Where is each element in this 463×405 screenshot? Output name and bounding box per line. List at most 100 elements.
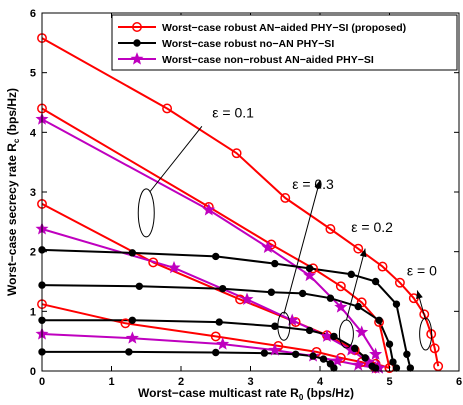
- data-point-robust-no-an-eps0-1: [128, 249, 137, 257]
- x-tick-label: 4: [317, 376, 324, 388]
- data-point-robust-an-eps0-6: [377, 261, 388, 272]
- data-point-robust-no-an-eps0.3-6: [319, 355, 328, 363]
- arrow-eps-0.3-head: [314, 180, 322, 189]
- data-point-robust-no-an-eps0.2-7: [361, 354, 369, 362]
- data-point-robust-an-eps0-11: [429, 343, 440, 354]
- data-point-robust-an-eps0.3-2: [210, 331, 221, 342]
- data-point-robust-no-an-eps0.1-6: [354, 302, 362, 311]
- y-tick-label: 1: [30, 306, 36, 318]
- x-tick-label: 3: [247, 376, 253, 388]
- legend: Worst−case robust AN−aided PHY−SI (propo…: [111, 14, 458, 71]
- annotation-label: ε = 0.3: [292, 176, 334, 192]
- data-point-robust-no-an-eps0.3-3: [260, 349, 269, 357]
- series-line-non-robust-an-eps0.1: [41, 118, 381, 369]
- data-point-robust-no-an-eps0.2-6: [351, 344, 359, 353]
- y-tick-label: 0: [30, 366, 36, 378]
- legend-marker-1: [133, 39, 141, 47]
- data-point-robust-no-an-eps0-6: [371, 277, 380, 286]
- data-point-robust-no-an-eps0.1-3: [267, 288, 276, 296]
- annotation-label: ε = 0.1: [212, 104, 254, 120]
- data-point-robust-no-an-eps0.1-10: [392, 364, 401, 372]
- data-point-robust-no-an-eps0-3: [271, 259, 279, 268]
- data-point-robust-an-eps0-2: [231, 148, 242, 159]
- annotation-label: ε = 0: [407, 263, 437, 279]
- x-axis-label-sub: 0: [299, 393, 304, 402]
- x-tick-label: 1: [108, 376, 114, 388]
- data-point-robust-no-an-eps0.1-9: [389, 358, 397, 366]
- arrow-eps-0.2: [345, 248, 366, 321]
- data-point-robust-no-an-eps0.3-1: [125, 348, 133, 356]
- data-point-non-robust-an-eps0.2-3: [285, 313, 299, 326]
- data-point-robust-no-an-eps0-8: [403, 350, 411, 358]
- data-point-robust-no-an-eps0.2-9: [371, 364, 380, 372]
- data-point-robust-an-eps0.2-1: [148, 257, 159, 268]
- data-point-non-robust-an-eps0.1-4: [334, 300, 348, 313]
- y-tick-label: 4: [30, 127, 37, 139]
- data-point-robust-no-an-eps0.1-4: [298, 289, 307, 298]
- data-point-robust-an-eps0-3: [280, 193, 291, 203]
- data-point-non-robust-an-eps0.2-1: [167, 260, 181, 274]
- data-point-robust-no-an-eps0.2-2: [215, 318, 223, 326]
- data-point-robust-no-an-eps0.1-5: [326, 294, 335, 302]
- legend-marker-0: [132, 22, 142, 32]
- data-point-robust-no-an-eps0.1-2: [219, 284, 227, 293]
- legend-marker-2: [130, 52, 144, 65]
- data-point-robust-no-an-eps0.1-7: [375, 316, 383, 324]
- data-point-non-robust-an-eps0.3-1: [125, 331, 139, 344]
- data-point-robust-no-an-eps0.3-8: [330, 364, 338, 372]
- data-point-non-robust-an-eps0.1-2: [261, 240, 275, 253]
- x-tick-label: 5: [386, 376, 392, 388]
- data-point-robust-no-an-eps0.3-2: [212, 348, 220, 357]
- data-point-robust-no-an-eps0.2-3: [271, 322, 279, 330]
- x-axis-label-unit: (bps/Hz): [303, 386, 354, 400]
- y-tick-label: 2: [30, 247, 36, 259]
- data-point-robust-no-an-eps0.3-5: [309, 352, 317, 360]
- arrow-eps-0.3: [283, 179, 321, 315]
- data-point-robust-no-an-eps0-9: [406, 364, 415, 372]
- series-line-robust-no-an-eps0: [41, 248, 412, 369]
- y-axis-label: Worst−case secrecy rate Rc (bps/Hz): [5, 88, 21, 296]
- x-axis-label: Worst−case multicast rate R0 (bps/Hz): [138, 386, 354, 402]
- data-point-robust-no-an-eps0.1-8: [385, 340, 394, 348]
- data-point-non-robust-an-eps0.1-1: [202, 203, 216, 216]
- data-point-robust-no-an-eps0.1-1: [135, 282, 144, 290]
- ellipse-layer: [137, 126, 433, 351]
- data-point-robust-no-an-eps0-4: [305, 264, 314, 273]
- x-tick-label: 0: [39, 376, 45, 388]
- ellipse-eps-0.3: [277, 311, 291, 341]
- data-point-robust-no-an-eps0.2-4: [305, 326, 314, 335]
- pointer-line-eps-0.1: [149, 126, 203, 193]
- legend-label-0: Worst−case robust AN−aided PHY−SI (propo…: [162, 22, 406, 34]
- data-point-non-robust-an-eps0.3-6: [351, 358, 365, 371]
- marker-layer: [35, 33, 444, 374]
- data-point-robust-an-eps0.1-4: [335, 281, 346, 292]
- data-point-non-robust-an-eps0.3-2: [216, 337, 230, 350]
- data-point-robust-an-eps0-7: [394, 277, 405, 288]
- data-point-robust-no-an-eps0.3-4: [291, 350, 300, 358]
- legend-label-2: Worst−case non−robust AN−aided PHY−SI: [162, 54, 374, 66]
- x-tick-label: 6: [456, 376, 462, 388]
- data-point-non-robust-an-eps0.1-5: [355, 325, 369, 338]
- x-tick-label: 2: [178, 376, 184, 388]
- data-point-robust-no-an-eps0-2: [212, 252, 220, 261]
- data-point-robust-an-eps0-4: [325, 224, 336, 234]
- y-tick-label: 5: [30, 68, 36, 80]
- data-point-robust-no-an-eps0-5: [347, 270, 355, 279]
- data-point-robust-an-eps0-1: [162, 103, 173, 114]
- annotation-layer: ε = 0.1 ε = 0.3 ε = 0.2 ε = 0: [212, 104, 437, 278]
- arrow-eps-0-head: [416, 290, 423, 300]
- y-tick-label: 3: [30, 187, 36, 199]
- ellipse-eps-0.1: [137, 188, 155, 238]
- data-point-non-robust-an-eps0.2-2: [240, 292, 254, 305]
- legend-box: [111, 14, 458, 71]
- y-axis-label-main: Worst−case secrecy rate R: [5, 143, 19, 296]
- y-axis-label-sub: c: [12, 138, 21, 143]
- annotation-label: ε = 0.2: [351, 219, 393, 235]
- data-point-robust-an-eps0.3-1: [120, 318, 131, 329]
- data-point-non-robust-an-eps0.1-6: [369, 347, 383, 360]
- data-point-non-robust-an-eps0.3-5: [330, 354, 344, 367]
- ellipse-eps-0: [419, 317, 433, 351]
- legend-label-1: Worst−case robust no−AN PHY−SI: [162, 38, 334, 50]
- data-point-robust-no-an-eps0-7: [392, 300, 401, 308]
